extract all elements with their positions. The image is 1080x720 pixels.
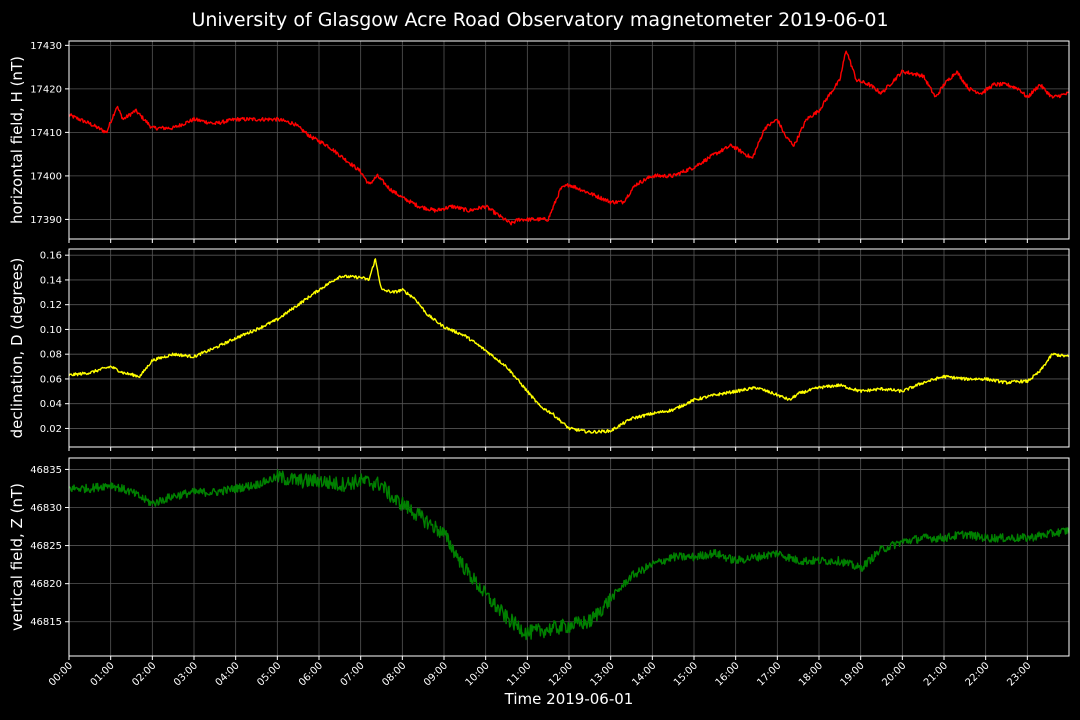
panel-horizontal: 17390 17400 17410 17420 17430 horizontal fiel… bbox=[8, 40, 1070, 243]
y-tick-label: 0.08 bbox=[40, 350, 62, 361]
y-tick-label: 17390 bbox=[30, 215, 62, 226]
x-tick-label: 11:00 bbox=[505, 660, 533, 688]
x-tick-label: 22:00 bbox=[964, 660, 992, 688]
x-tick-label: 00:00 bbox=[47, 660, 75, 688]
chart-title: University of Glasgow Acre Road Observat… bbox=[191, 9, 889, 31]
x-tick-label: 18:00 bbox=[797, 660, 825, 688]
y-tick-label: 0.06 bbox=[40, 374, 62, 385]
y-tick-label: 46815 bbox=[30, 617, 62, 628]
y-tick-label: 17420 bbox=[30, 84, 62, 95]
x-tick-label: 20:00 bbox=[880, 660, 908, 688]
x-tick-label: 10:00 bbox=[464, 660, 492, 688]
x-tick-label: 19:00 bbox=[839, 660, 867, 688]
x-tick-label: 12:00 bbox=[547, 660, 575, 688]
x-tick-label: 15:00 bbox=[672, 660, 700, 688]
y-tick-label: 0.04 bbox=[40, 399, 62, 410]
x-tick-label: 04:00 bbox=[214, 660, 242, 688]
y-axis-label-horizontal: horizontal field, H (nT) bbox=[8, 56, 26, 224]
series-declination bbox=[68, 258, 1070, 434]
y-tick-label: 46825 bbox=[30, 541, 62, 552]
y-tick-label: 0.10 bbox=[40, 325, 62, 336]
y-tick-label: 46835 bbox=[30, 465, 62, 476]
y-tick-label: 46830 bbox=[30, 503, 62, 514]
x-tick-label: 08:00 bbox=[380, 660, 408, 688]
y-tick-label: 0.16 bbox=[40, 251, 62, 262]
x-tick-label: 06:00 bbox=[297, 660, 325, 688]
panel-vertical: 46815 46820 46825 46830 46835 vertical field,… bbox=[8, 457, 1070, 660]
y-tick-label: 17430 bbox=[30, 41, 62, 52]
panel-declination: 0.02 0.04 0.06 0.08 0.10 0.12 0.14 0.16 declinat… bbox=[8, 248, 1070, 451]
x-tick-label: 01:00 bbox=[89, 660, 117, 688]
x-tick-label: 23:00 bbox=[1005, 660, 1033, 688]
x-tick-label: 05:00 bbox=[255, 660, 283, 688]
y-axis-label-declination: declination, D (degrees) bbox=[8, 258, 26, 439]
y-tick-label: 0.14 bbox=[40, 275, 62, 286]
plot-frame bbox=[68, 248, 1070, 448]
y-tick-label: 0.02 bbox=[40, 424, 62, 435]
x-tick-label: 09:00 bbox=[422, 660, 450, 688]
plot-frame bbox=[68, 40, 1070, 240]
x-tick-label: 16:00 bbox=[714, 660, 742, 688]
x-tick-label: 03:00 bbox=[172, 660, 200, 688]
plot-frame bbox=[68, 457, 1070, 657]
y-axis-label-vertical: vertical field, Z (nT) bbox=[8, 483, 26, 631]
x-axis-label: Time 2019-06-01 bbox=[504, 690, 634, 708]
y-tick-label: 46820 bbox=[30, 579, 62, 590]
x-tick-label: 14:00 bbox=[630, 660, 658, 688]
y-tick-label: 17410 bbox=[30, 128, 62, 139]
y-tick-label: 17400 bbox=[30, 171, 62, 182]
series-horizontal bbox=[68, 50, 1070, 226]
y-tick-label: 0.12 bbox=[40, 300, 62, 311]
x-tick-label: 07:00 bbox=[339, 660, 367, 688]
x-tick-label: 02:00 bbox=[130, 660, 158, 688]
series-vertical bbox=[68, 469, 1070, 641]
x-tick-label: 21:00 bbox=[922, 660, 950, 688]
x-tick-label: 13:00 bbox=[589, 660, 617, 688]
x-tick-label: 17:00 bbox=[755, 660, 783, 688]
